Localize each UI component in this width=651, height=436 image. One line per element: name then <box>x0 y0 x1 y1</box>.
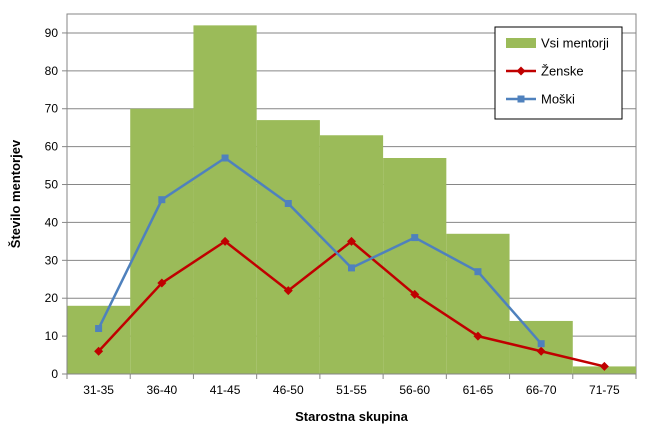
y-tick-label: 40 <box>45 215 59 229</box>
point-66-70 <box>537 340 545 348</box>
point-51-55 <box>348 264 355 272</box>
point-51-55 <box>347 236 356 246</box>
bar-46-50 <box>256 120 320 375</box>
line-series <box>94 154 609 371</box>
point-56-60 <box>410 289 420 299</box>
y-tick-label: 70 <box>45 102 59 116</box>
x-tick-label: 66-70 <box>526 383 557 397</box>
x-tick-label: 56-60 <box>399 383 430 397</box>
x-tick-label: 71-75 <box>589 383 620 397</box>
bar-61-65 <box>446 233 510 374</box>
y-tick-label: 10 <box>45 329 59 343</box>
point-36-40 <box>158 196 166 204</box>
x-tick-label: 51-55 <box>336 383 367 397</box>
legend-marker <box>517 95 525 103</box>
point-71-75 <box>599 361 609 371</box>
y-tick-label: 20 <box>45 291 59 305</box>
bar-56-60 <box>383 158 447 374</box>
point-36-40 <box>157 278 167 288</box>
x-tick-label: 36-40 <box>146 383 177 397</box>
legend-label: Ženske <box>541 64 584 79</box>
x-tick-label: 31-35 <box>83 383 114 397</box>
bar-51-55 <box>319 135 384 374</box>
series-Moški <box>95 154 545 348</box>
legend-swatch <box>506 38 536 48</box>
point-66-70 <box>536 346 546 356</box>
legend-item-Moški: Moški <box>506 92 575 107</box>
y-tick-label: 60 <box>45 140 59 154</box>
point-31-35 <box>94 346 104 356</box>
bar-36-40 <box>130 108 194 374</box>
series-Ženske <box>94 236 609 371</box>
point-41-45 <box>221 154 229 162</box>
y-tick-label: 0 <box>51 367 58 381</box>
point-31-35 <box>95 325 103 333</box>
y-tick-label: 30 <box>45 253 59 267</box>
x-tick-label: 41-45 <box>210 383 241 397</box>
point-41-45 <box>220 236 230 246</box>
point-46-50 <box>283 286 293 296</box>
series-line <box>97 156 543 345</box>
point-61-65 <box>473 331 483 341</box>
axes: 0 10 20 30 40 50 60 70 80 90 31-35 36-40 41-45 46-50 5… <box>45 14 637 397</box>
legend-label: Moški <box>541 92 575 107</box>
legend-label: Vsi mentorji <box>541 36 609 51</box>
y-axis-title: Število mentorjev <box>8 139 23 248</box>
point-61-65 <box>474 268 482 276</box>
legend-item-Ženske: Ženske <box>506 64 584 79</box>
bar-31-35 <box>67 305 131 374</box>
x-tick-label: 46-50 <box>273 383 304 397</box>
point-46-50 <box>284 199 292 207</box>
y-tick-label: 50 <box>45 178 59 192</box>
x-axis-title: Starostna skupina <box>295 409 408 424</box>
x-tick-label: 61-65 <box>463 383 494 397</box>
y-tick-label: 80 <box>45 64 59 78</box>
legend: Vsi mentorji Ženske Moški <box>494 26 623 120</box>
bar-41-45 <box>193 25 257 375</box>
point-56-60 <box>411 234 419 242</box>
legend-marker <box>516 66 526 76</box>
y-tick-label: 90 <box>45 26 59 40</box>
legend-item-Vsi mentorji: Vsi mentorji <box>506 36 609 51</box>
